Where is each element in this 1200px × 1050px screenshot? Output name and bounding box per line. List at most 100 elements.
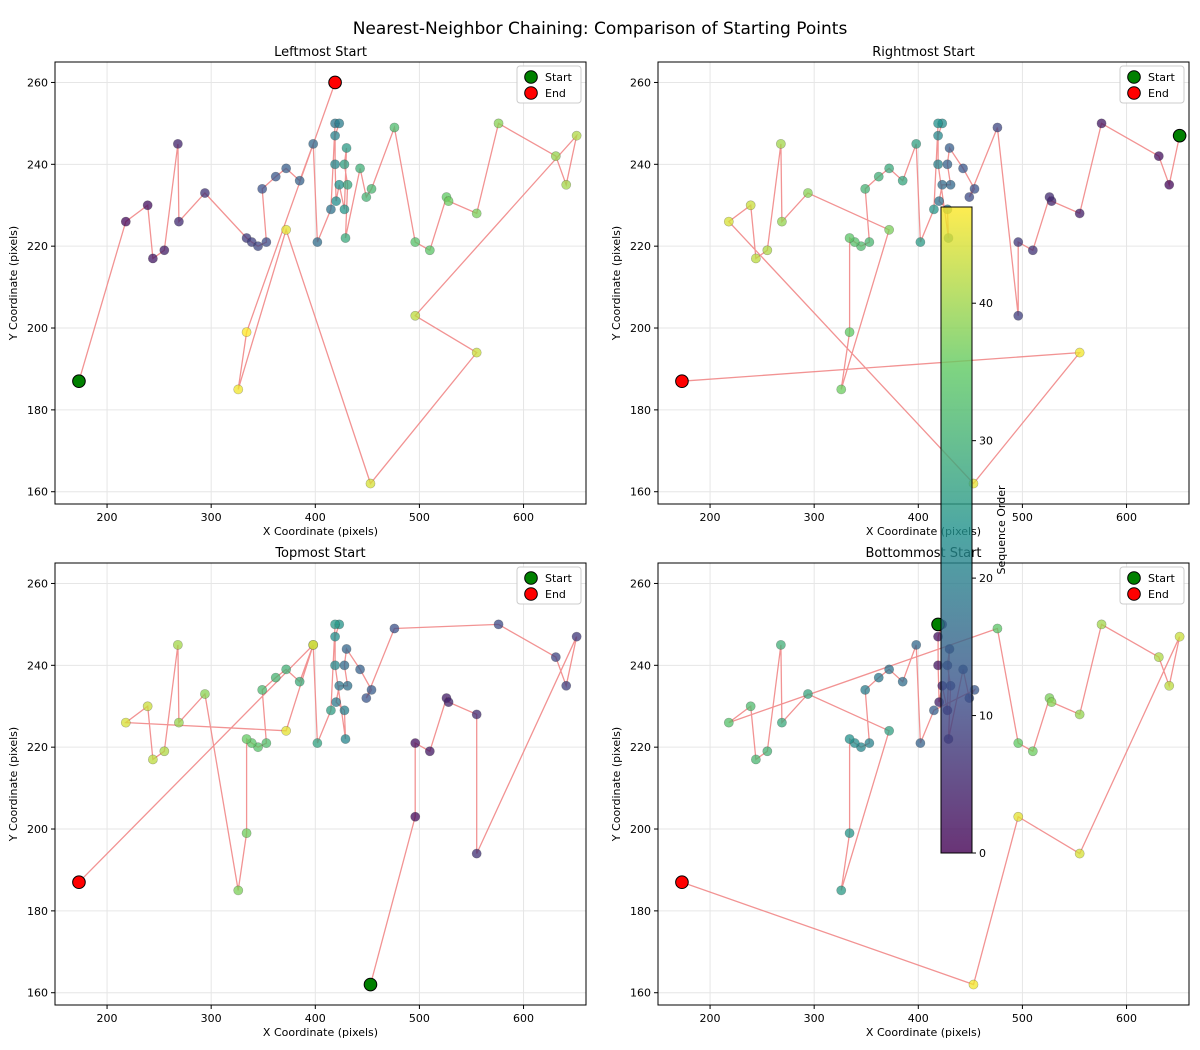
x-tick-label: 200 bbox=[97, 511, 118, 524]
panel-3: 200 300 400 500 600 160 180 200 220 240 260 Topmost… bbox=[7, 546, 587, 1039]
data-point bbox=[281, 664, 292, 675]
data-point bbox=[864, 237, 875, 247]
y-tick-label: 260 bbox=[27, 577, 48, 590]
data-point bbox=[493, 118, 504, 129]
data-point bbox=[745, 701, 756, 712]
data-point bbox=[339, 159, 350, 170]
plot-area bbox=[658, 563, 1189, 1005]
x-tick-label: 400 bbox=[908, 1012, 929, 1025]
end-marker bbox=[675, 875, 689, 890]
y-tick-label: 220 bbox=[630, 240, 651, 253]
data-point bbox=[750, 754, 761, 765]
data-point bbox=[361, 192, 372, 202]
data-point bbox=[241, 734, 252, 744]
y-tick-label: 160 bbox=[27, 486, 48, 499]
data-point bbox=[294, 676, 305, 687]
data-point bbox=[410, 738, 421, 748]
data-point bbox=[944, 143, 955, 153]
data-point bbox=[1013, 237, 1024, 247]
colorbar-gradient bbox=[940, 206, 973, 854]
data-point bbox=[945, 179, 956, 190]
data-point bbox=[200, 188, 210, 198]
y-tick-label: 200 bbox=[630, 823, 651, 836]
data-point bbox=[723, 216, 734, 227]
data-point bbox=[233, 384, 244, 395]
data-point bbox=[750, 253, 761, 264]
data-point bbox=[308, 639, 319, 650]
data-point bbox=[257, 183, 268, 194]
data-point bbox=[342, 179, 353, 190]
data-point bbox=[339, 204, 350, 215]
data-point bbox=[860, 684, 871, 695]
data-point bbox=[342, 680, 353, 691]
data-point bbox=[884, 224, 895, 235]
colorbar-tick-label: 10 bbox=[979, 710, 993, 723]
x-tick-label: 500 bbox=[1012, 1012, 1033, 1025]
data-point bbox=[410, 811, 421, 822]
data-point bbox=[241, 327, 252, 338]
data-point bbox=[933, 118, 943, 129]
end-marker bbox=[328, 75, 342, 90]
data-point bbox=[1074, 848, 1085, 859]
data-point bbox=[860, 183, 871, 194]
y-tick-label: 180 bbox=[27, 905, 48, 918]
data-point bbox=[571, 130, 582, 141]
legend: Start End bbox=[516, 566, 582, 605]
data-point bbox=[389, 623, 400, 634]
data-point bbox=[1074, 347, 1085, 358]
colorbar-label: Sequence Order bbox=[995, 485, 1008, 574]
x-tick-label: 200 bbox=[97, 1012, 118, 1025]
data-point bbox=[331, 196, 342, 207]
data-point bbox=[340, 734, 351, 744]
end-marker bbox=[675, 374, 689, 389]
data-point bbox=[270, 672, 281, 683]
y-tick-label: 180 bbox=[27, 404, 48, 417]
data-point bbox=[340, 233, 351, 243]
y-tick-label: 240 bbox=[630, 659, 651, 672]
data-point bbox=[992, 623, 1003, 634]
colorbar-tick-label: 30 bbox=[979, 435, 993, 448]
data-point bbox=[493, 619, 504, 630]
data-point bbox=[339, 660, 350, 671]
data-point bbox=[1153, 151, 1164, 162]
data-point bbox=[942, 159, 953, 170]
x-tick-label: 400 bbox=[305, 511, 326, 524]
legend-end-label: End bbox=[1148, 588, 1169, 601]
data-point bbox=[897, 676, 908, 687]
data-point bbox=[326, 705, 336, 716]
data-point bbox=[911, 639, 922, 650]
panel-2: 200 300 400 500 600 160 180 200 220 240 260 Rightmo… bbox=[610, 45, 1190, 538]
legend-start-label: Start bbox=[1148, 71, 1176, 84]
data-point bbox=[550, 151, 561, 162]
plot-area bbox=[55, 563, 586, 1005]
data-point bbox=[330, 159, 340, 170]
data-point bbox=[334, 118, 345, 129]
panel-title: Rightmost Start bbox=[872, 45, 975, 60]
data-point bbox=[884, 163, 895, 174]
x-tick-label: 300 bbox=[201, 1012, 222, 1025]
start-marker bbox=[1172, 128, 1187, 143]
axes-frame bbox=[657, 61, 1190, 505]
data-point bbox=[745, 200, 756, 211]
data-point bbox=[844, 327, 855, 338]
y-tick-label: 220 bbox=[630, 741, 651, 754]
data-point bbox=[142, 200, 153, 211]
panel-1: 200 300 400 500 600 160 180 200 220 240 260 Leftmos… bbox=[7, 45, 587, 538]
data-point bbox=[929, 705, 939, 716]
y-tick-label: 180 bbox=[630, 404, 651, 417]
data-point bbox=[341, 644, 352, 654]
data-point bbox=[1044, 192, 1055, 202]
x-tick-label: 500 bbox=[1012, 511, 1033, 524]
colorbar: 0 10 20 30 40 Sequence Order bbox=[940, 206, 1008, 860]
data-point bbox=[330, 619, 340, 630]
start-marker bbox=[72, 374, 86, 389]
y-tick-label: 260 bbox=[630, 76, 651, 89]
y-axis-label: Y Coordinate (pixels) bbox=[7, 727, 20, 842]
data-point bbox=[253, 241, 263, 252]
data-point bbox=[339, 705, 350, 716]
data-point bbox=[172, 138, 183, 149]
data-point bbox=[844, 734, 855, 744]
data-point bbox=[443, 196, 454, 207]
y-tick-label: 200 bbox=[27, 823, 48, 836]
